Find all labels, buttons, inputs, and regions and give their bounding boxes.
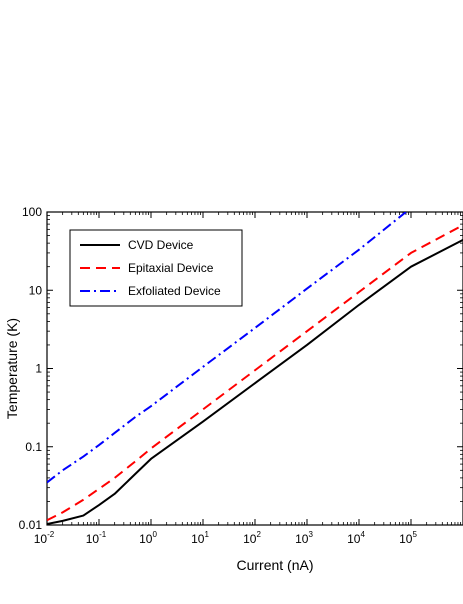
x-tick-label: 10-2	[34, 530, 55, 546]
x-tick-exponent: 1	[204, 530, 209, 539]
x-tick-base: 10	[86, 532, 100, 546]
x-tick-base: 10	[295, 532, 309, 546]
axes-layer: 10-2 10-1 100 101 102 103 104 1050.010.1110100C…	[4, 205, 463, 573]
x-tick-label: 104	[347, 530, 365, 546]
legend-label: Exfoliated Device	[128, 284, 221, 298]
x-tick-base: 10	[347, 532, 361, 546]
legend-label: CVD Device	[128, 238, 194, 252]
x-tick-label: 103	[295, 530, 313, 546]
x-tick-base: 10	[191, 532, 205, 546]
x-tick-exponent: 5	[412, 530, 417, 539]
x-tick-label: 101	[191, 530, 209, 546]
x-tick-base: 10	[34, 532, 48, 546]
legend-layer: CVD Device Epitaxial Device Exfoliated Dev…	[69, 229, 243, 307]
series-line-cvd-device	[47, 239, 463, 525]
y-axis-title: Temperature (K)	[4, 318, 20, 419]
x-tick-exponent: -2	[47, 530, 55, 539]
y-tick-label: 10	[29, 283, 43, 297]
x-axis-title: Current (nA)	[236, 557, 313, 573]
x-tick-base: 10	[399, 532, 413, 546]
legend-label: Epitaxial Device	[128, 261, 214, 275]
x-tick-label: 105	[399, 530, 417, 546]
x-tick-label: 100	[139, 530, 157, 546]
x-tick-label: 10-1	[86, 530, 107, 546]
y-tick-label: 1	[35, 362, 42, 376]
x-tick-base: 10	[243, 532, 257, 546]
legend-box	[69, 229, 243, 307]
x-tick-exponent: 3	[308, 530, 313, 539]
y-tick-label: 0.1	[25, 440, 42, 454]
y-tick-label: 0.01	[19, 518, 43, 532]
x-tick-exponent: 0	[152, 530, 157, 539]
series-line-exfoliated-device	[47, 212, 407, 484]
series-line-epitaxial-device	[47, 224, 463, 522]
x-tick-exponent: 2	[256, 530, 261, 539]
y-tick-label: 100	[22, 205, 42, 219]
x-tick-exponent: 4	[360, 530, 365, 539]
x-tick-base: 10	[139, 532, 153, 546]
x-tick-exponent: -1	[99, 530, 107, 539]
x-tick-label: 102	[243, 530, 261, 546]
series-layer	[47, 212, 463, 525]
